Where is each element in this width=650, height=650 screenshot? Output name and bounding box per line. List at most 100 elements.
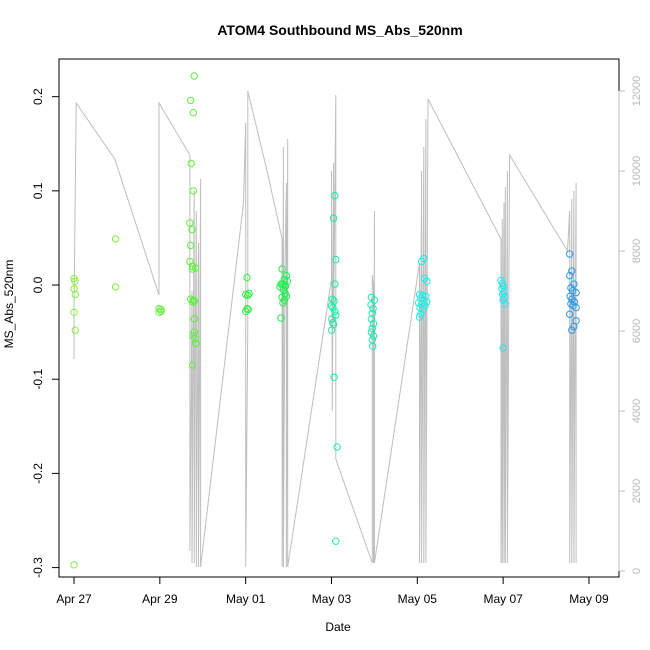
scatter-point-86 xyxy=(369,342,377,350)
scatter-point-48 xyxy=(280,281,288,289)
scatter-point-23 xyxy=(191,264,200,272)
x-tick-label: May 09 xyxy=(569,592,609,606)
x-axis-label: Date xyxy=(325,620,351,634)
scatter-point-51 xyxy=(279,286,288,294)
y2-tick-label: 0 xyxy=(631,568,643,574)
scatter-points xyxy=(70,72,580,569)
scatter-point-59 xyxy=(329,214,338,222)
scatter-point-16 xyxy=(187,159,195,168)
scatter-point-41 xyxy=(242,307,250,316)
scatter-point-120 xyxy=(572,288,580,297)
scatter-point-71 xyxy=(327,326,336,334)
secondary-series-line xyxy=(73,90,577,568)
y-tick-label: -0.2 xyxy=(31,463,45,484)
scatter-point-114 xyxy=(566,250,574,258)
scatter-point-28 xyxy=(189,298,197,306)
scatter-point-74 xyxy=(332,537,340,545)
scatter-point-12 xyxy=(157,307,165,316)
scatter-point-15 xyxy=(189,109,198,117)
scatter-point-103 xyxy=(415,313,424,321)
scatter-point-66 xyxy=(331,307,339,316)
x-tick-label: Apr 27 xyxy=(56,592,92,606)
scatter-point-113 xyxy=(499,344,507,352)
scatter-point-7 xyxy=(111,235,120,243)
scatter-point-126 xyxy=(572,303,580,312)
scatter-point-67 xyxy=(332,311,340,319)
scatter-point-88 xyxy=(417,257,426,266)
scatter-point-101 xyxy=(419,305,427,314)
scatter-point-14 xyxy=(187,96,195,105)
y-tick-label: -0.3 xyxy=(31,557,45,578)
scatter-point-72 xyxy=(330,373,338,381)
scatter-point-8 xyxy=(111,283,120,291)
y-axis-left: -0.3 -0.2 -0.1 0.0 0.1 0.2 xyxy=(31,88,60,578)
scatter-point-33 xyxy=(192,339,200,348)
scatter-point-79 xyxy=(368,309,376,317)
scatter-point-127 xyxy=(566,310,574,318)
scatter-point-82 xyxy=(368,324,376,333)
y2-tick-label: 12000 xyxy=(631,76,643,107)
scatter-point-34 xyxy=(188,361,197,369)
x-tick-label: May 01 xyxy=(226,592,266,606)
scatter-point-96 xyxy=(423,298,431,306)
x-axis: Apr 27 Apr 29 May 01 May 03 May 05 May 07 May … xyxy=(56,576,609,606)
scatter-point-58 xyxy=(331,191,339,200)
scatter-point-124 xyxy=(567,300,575,308)
scatter-point-17 xyxy=(189,187,198,195)
scatter-point-111 xyxy=(499,296,507,304)
scatter-point-29 xyxy=(190,315,198,323)
scatter-point-27 xyxy=(190,297,198,305)
scatter-point-130 xyxy=(568,326,576,334)
scatter-point-73 xyxy=(333,443,341,451)
scatter-point-99 xyxy=(421,302,429,310)
scatter-point-77 xyxy=(367,301,375,309)
scatter-point-78 xyxy=(369,304,377,313)
scatter-point-32 xyxy=(191,335,199,343)
scatter-point-65 xyxy=(329,303,337,312)
y2-tick-label: 2000 xyxy=(631,479,643,503)
x-tick-label: May 07 xyxy=(483,592,523,606)
y-axis-right: 0 2000 4000 6000 8000 10000 12000 xyxy=(618,76,643,574)
scatter-point-84 xyxy=(369,332,378,340)
scatter-point-38 xyxy=(245,289,253,298)
scatter-point-0 xyxy=(70,274,78,283)
scatter-point-35 xyxy=(243,273,251,282)
scatter-point-81 xyxy=(369,320,378,328)
scatter-point-56 xyxy=(279,299,287,307)
scatter-point-93 xyxy=(422,292,430,300)
chart-title: ATOM4 Southbound MS_Abs_520nm xyxy=(217,22,462,38)
scatter-point-37 xyxy=(244,291,252,300)
scatter-point-4 xyxy=(70,308,78,316)
scatter-point-1 xyxy=(71,277,79,285)
scatter-point-3 xyxy=(71,290,80,299)
x-tick-label: May 03 xyxy=(312,592,352,606)
x-tick-label: Apr 29 xyxy=(142,592,178,606)
scatter-point-13 xyxy=(190,72,198,80)
y-tick-label: 0.0 xyxy=(31,276,45,293)
scatter-point-42 xyxy=(278,265,286,273)
y-axis-label: MS_Abs_520nm xyxy=(2,260,16,349)
scatter-point-24 xyxy=(188,265,197,273)
scatter-point-90 xyxy=(423,277,431,285)
scatter-point-43 xyxy=(282,271,291,280)
y-tick-label: 0.2 xyxy=(31,88,45,105)
scatter-point-129 xyxy=(570,322,578,331)
y-tick-label: -0.1 xyxy=(31,369,45,390)
y2-tick-label: 6000 xyxy=(631,319,643,343)
scatter-point-112 xyxy=(501,300,509,308)
y-tick-label: 0.1 xyxy=(31,182,45,199)
scatter-point-53 xyxy=(282,292,291,300)
scatter-point-57 xyxy=(277,314,285,322)
scatter-point-97 xyxy=(414,299,423,307)
scatter-point-60 xyxy=(332,255,340,264)
x-tick-label: May 05 xyxy=(398,592,438,606)
plot-area-box xyxy=(58,58,620,578)
scatter-point-80 xyxy=(367,315,376,323)
y2-tick-label: 8000 xyxy=(631,239,643,263)
scatter-point-20 xyxy=(187,241,195,250)
secondary-series xyxy=(73,90,577,568)
scatter-point-49 xyxy=(281,282,290,290)
scatter-point-115 xyxy=(568,267,576,275)
y2-tick-label: 10000 xyxy=(631,156,643,187)
